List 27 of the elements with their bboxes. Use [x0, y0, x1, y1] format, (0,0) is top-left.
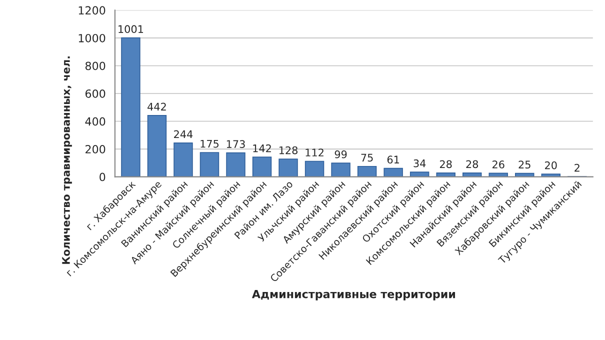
y-tick-label: 400 — [85, 117, 106, 126]
data-label: 26 — [492, 160, 504, 168]
y-tick-label: 600 — [85, 89, 106, 98]
y-tick-label: 1200 — [78, 6, 106, 15]
data-label: 28 — [466, 160, 478, 168]
data-label: 244 — [174, 130, 193, 138]
x-axis-title: Административные территории — [252, 290, 456, 300]
data-label: 173 — [226, 140, 245, 148]
data-label: 1001 — [118, 25, 143, 34]
data-label: 142 — [253, 144, 271, 152]
data-label: 28 — [440, 160, 452, 168]
data-label: 128 — [279, 146, 298, 154]
data-label: 61 — [387, 156, 399, 164]
y-tick-label: 1000 — [78, 34, 106, 42]
y-tick-label: 0 — [100, 172, 106, 182]
data-label: 2 — [574, 164, 580, 172]
data-label: 442 — [148, 102, 166, 110]
data-label: 99 — [334, 150, 347, 158]
data-label: 75 — [361, 154, 373, 162]
y-tick-label: 800 — [85, 62, 106, 70]
y-tick-label: 200 — [86, 145, 106, 154]
data-label: 34 — [414, 159, 426, 168]
y-axis-title: Количество травмированных, чел. — [62, 56, 72, 264]
data-label: 112 — [306, 148, 324, 156]
data-label: 175 — [200, 140, 219, 148]
data-label: 25 — [518, 160, 530, 169]
data-label: 20 — [545, 161, 557, 170]
